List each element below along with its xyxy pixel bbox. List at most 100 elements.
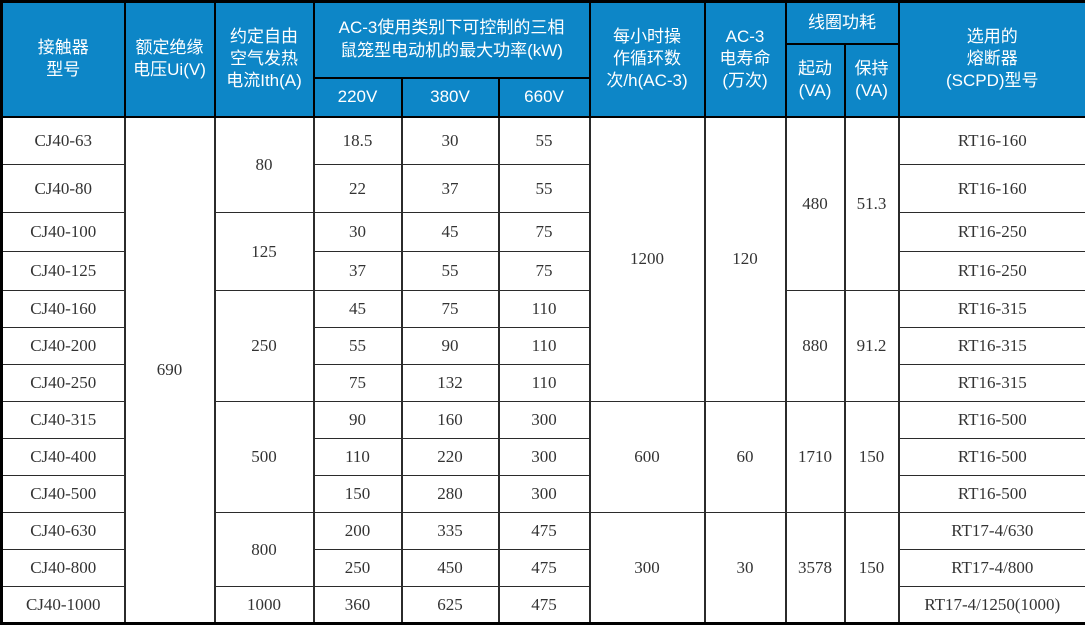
table-cell: 450: [400, 549, 500, 587]
table-cell: 880: [784, 290, 846, 402]
table-row: CJ40-63 690 80 18.5 30 55 1200 120 480 51.3 RT16-1…: [0, 116, 1085, 624]
table-cell: 1200: [588, 116, 706, 402]
model-cell: CJ40-630: [0, 512, 126, 550]
table-cell: 280: [400, 475, 500, 513]
table-cell: 75: [497, 212, 591, 252]
table-cell: 480: [784, 116, 846, 291]
table-cell: 75: [497, 251, 591, 291]
table-cell: 45: [312, 290, 403, 328]
table-cell: 1710: [784, 401, 846, 513]
table-cell: 335: [400, 512, 500, 550]
table-cell: 150: [843, 512, 900, 624]
table-header: 接触器 型号 额定绝缘 电压Ui(V) 约定自由 空气发热 电流Ith(A) AC-3…: [0, 0, 1085, 118]
table-cell: 37: [400, 164, 500, 213]
table-cell: RT16-160: [897, 116, 1085, 165]
table-cell: 75: [312, 364, 403, 402]
table-cell: 110: [497, 290, 591, 328]
table-cell: RT17-4/800: [897, 549, 1085, 587]
table-cell: 475: [497, 586, 591, 624]
table-cell: 30: [400, 116, 500, 165]
table-cell: RT16-315: [897, 364, 1085, 402]
header-cell: 起动 (VA): [784, 42, 846, 118]
table-cell: 120: [703, 116, 787, 402]
table-cell: RT16-500: [897, 401, 1085, 439]
header-cell: 额定绝缘 电压Ui(V): [123, 0, 216, 118]
header-cell: 220V: [312, 76, 403, 118]
table-row: CJ40-160 250 45 75 110 880 91.2 RT16-315: [0, 290, 1085, 402]
model-cell: CJ40-500: [0, 475, 126, 513]
table-cell: 250: [213, 290, 315, 402]
table-cell: 800: [213, 512, 315, 587]
table-cell: 150: [312, 475, 403, 513]
table-cell: 55: [497, 116, 591, 165]
table-cell: 300: [588, 512, 706, 624]
table-cell: RT16-500: [897, 475, 1085, 513]
model-cell: CJ40-250: [0, 364, 126, 402]
table-cell: 150: [843, 401, 900, 513]
table-cell: 80: [213, 116, 315, 213]
table-cell: 360: [312, 586, 403, 624]
table-cell: 690: [123, 116, 216, 624]
table-cell: 110: [312, 438, 403, 476]
header-cell: 380V: [400, 76, 500, 118]
table-row: CJ40-315 500 90 160 300 600 60 1710 150 RT16-500: [0, 401, 1085, 513]
table-cell: 22: [312, 164, 403, 213]
table-row: CJ40-500 150 280 300 RT16-500: [0, 475, 1085, 513]
model-cell: CJ40-80: [0, 164, 126, 213]
table-cell: RT16-160: [897, 164, 1085, 213]
table-cell: 18.5: [312, 116, 403, 165]
table-body: CJ40-63 690 80 18.5 30 55 1200 120 480 51.3 RT16-1…: [0, 116, 1085, 624]
table-cell: 30: [703, 512, 787, 624]
table-row: CJ40-200 55 90 110 RT16-315: [0, 327, 1085, 365]
header-cell: 每小时操 作循环数 次/h(AC-3): [588, 0, 706, 118]
table-cell: 125: [213, 212, 315, 291]
table-row: CJ40-125 37 55 75 RT16-250: [0, 251, 1085, 291]
table-cell: 625: [400, 586, 500, 624]
model-cell: CJ40-125: [0, 251, 126, 291]
table-cell: 132: [400, 364, 500, 402]
model-cell: CJ40-63: [0, 116, 126, 165]
table-cell: 90: [400, 327, 500, 365]
table-cell: RT17-4/630: [897, 512, 1085, 550]
table-cell: 475: [497, 549, 591, 587]
header-cell: 接触器 型号: [0, 0, 126, 118]
table-cell: RT16-500: [897, 438, 1085, 476]
header-cell: AC-3 电寿命 (万次): [703, 0, 787, 118]
table-cell: 220: [400, 438, 500, 476]
table-cell: 60: [703, 401, 787, 513]
model-cell: CJ40-100: [0, 212, 126, 252]
header-row: 220V 380V 660V: [2, 76, 1085, 118]
table-cell: 30: [312, 212, 403, 252]
model-cell: CJ40-200: [0, 327, 126, 365]
table-cell: RT16-315: [897, 290, 1085, 328]
table-cell: 200: [312, 512, 403, 550]
table-row: CJ40-250 75 132 110 RT16-315: [0, 364, 1085, 402]
table-cell: 300: [497, 401, 591, 439]
table-cell: 160: [400, 401, 500, 439]
table-cell: 475: [497, 512, 591, 550]
model-cell: CJ40-315: [0, 401, 126, 439]
table-cell: 1000: [213, 586, 315, 624]
model-cell: CJ40-400: [0, 438, 126, 476]
table-cell: 110: [497, 364, 591, 402]
table-cell: 37: [312, 251, 403, 291]
table-row: CJ40-1000 1000 360 625 475 RT17-4/1250(1000): [0, 586, 1085, 624]
table-cell: 55: [400, 251, 500, 291]
table-row: CJ40-630 800 200 335 475 300 30 3578 150 RT17-4/6…: [0, 512, 1085, 624]
table-cell: 51.3: [843, 116, 900, 291]
table-cell: 300: [497, 438, 591, 476]
header-cell: AC-3使用类别下可控制的三相 鼠笼型电动机的最大功率(kW): [312, 0, 591, 79]
table-cell: 250: [312, 549, 403, 587]
header-cell: 线圈功耗: [784, 0, 900, 45]
table-cell: 500: [213, 401, 315, 513]
header-cell: 约定自由 空气发热 电流Ith(A): [213, 0, 315, 118]
table-cell: RT17-4/1250(1000): [897, 586, 1085, 624]
table-cell: RT16-315: [897, 327, 1085, 365]
header-cell: 保持 (VA): [843, 42, 900, 118]
table-cell: 3578: [784, 512, 846, 624]
table-cell: 75: [400, 290, 500, 328]
table-cell: RT16-250: [897, 212, 1085, 252]
header-row: 接触器 型号 额定绝缘 电压Ui(V) 约定自由 空气发热 电流Ith(A) AC-3…: [0, 0, 1085, 118]
table-cell: 600: [588, 401, 706, 513]
